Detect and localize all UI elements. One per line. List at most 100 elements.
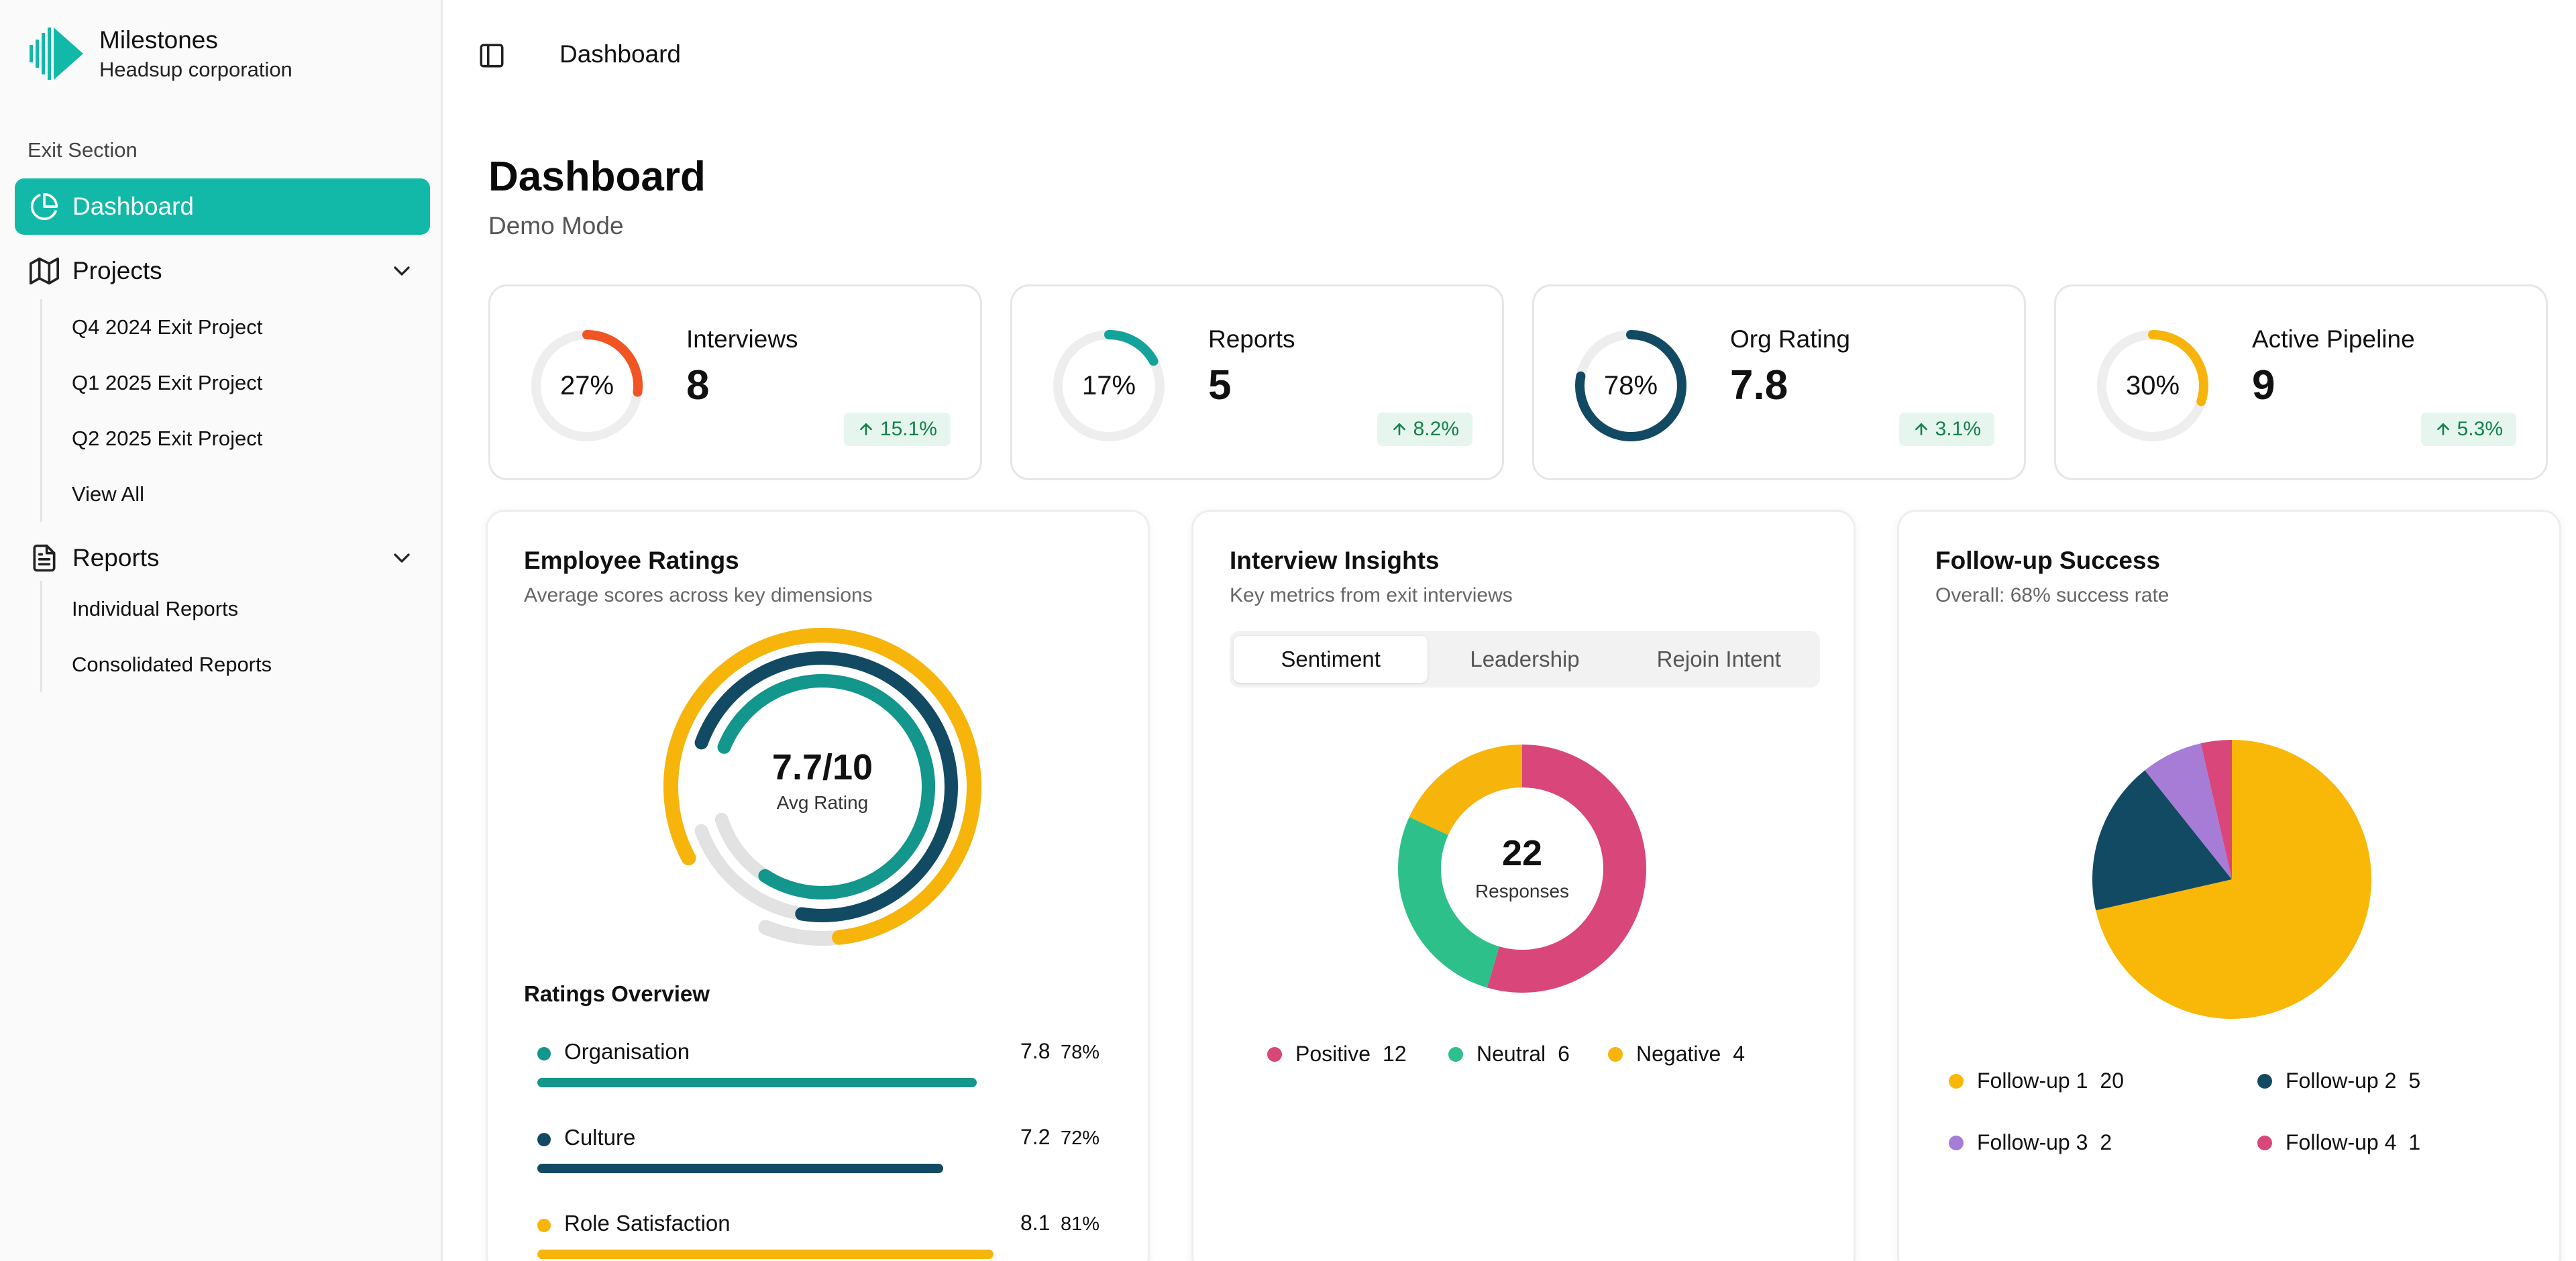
avg-rating-label: Avg Rating	[776, 792, 869, 813]
followup-pie-chart	[2092, 740, 2371, 1019]
legend-label: Positive	[1295, 1042, 1371, 1066]
sidebar-item-reports[interactable]: Reports	[15, 530, 430, 586]
legend-value: 20	[2100, 1068, 2124, 1093]
card-subtitle: Average scores across key dimensions	[524, 584, 873, 606]
ratings-overview-title: Ratings Overview	[524, 981, 710, 1006]
stat-card[interactable]: 30% Active Pipeline 9 5.3%	[2054, 284, 2548, 480]
sidebar-item-label: Projects	[72, 257, 162, 284]
trend-value: 5.3%	[2457, 418, 2503, 440]
rating-percent: 78%	[1061, 1042, 1100, 1063]
sidebar-toggle-icon[interactable]	[478, 42, 506, 70]
progress-ring: 27%	[528, 327, 646, 445]
card-title: Employee Ratings	[524, 547, 739, 574]
rating-name: Culture	[564, 1125, 636, 1150]
rating-row: Organisation 7.8 78%	[524, 1028, 1128, 1102]
legend-value: 1	[2408, 1130, 2421, 1154]
rating-value: 7.2	[1020, 1125, 1051, 1149]
chevron-down-icon[interactable]	[388, 258, 415, 284]
donut-slice-negative	[1409, 745, 1523, 836]
legend-label: Neutral	[1477, 1042, 1546, 1066]
rating-color-dot	[537, 1133, 551, 1146]
stat-value: 5	[1208, 362, 1232, 408]
responses-count: 22	[1501, 833, 1543, 873]
trend-badge: 15.1%	[843, 413, 951, 446]
legend-dot	[1949, 1135, 1964, 1150]
chevron-down-icon[interactable]	[388, 545, 415, 571]
rating-value: 7.8	[1020, 1039, 1051, 1063]
legend-item: Follow-up 3 2	[1949, 1130, 2112, 1155]
tab-sentiment[interactable]: Sentiment	[1234, 636, 1428, 683]
legend-value: 5	[2408, 1068, 2421, 1093]
trend-value: 8.2%	[1413, 418, 1459, 440]
brand-name: Milestones	[99, 26, 218, 54]
legend-item: Neutral 6	[1448, 1042, 1570, 1066]
sidebar-subitem-q2-2025[interactable]: Q2 2025 Exit Project	[72, 426, 263, 450]
rating-color-dot	[537, 1047, 551, 1060]
pie-slice-followup-2	[2092, 770, 2232, 911]
card-subtitle: Overall: 68% success rate	[1935, 584, 2169, 606]
legend-dot	[1448, 1046, 1463, 1062]
stat-percent: 78%	[1603, 370, 1658, 400]
sentiment-donut-chart	[1398, 745, 1646, 993]
interview-insights-card: Interview Insights Key metrics from exit…	[1191, 510, 1856, 1261]
legend-value: 4	[1733, 1042, 1746, 1066]
sidebar-subitem-individual-reports[interactable]: Individual Reports	[72, 596, 239, 620]
rating-name: Organisation	[564, 1039, 690, 1064]
legend-label: Follow-up 1	[1977, 1068, 2088, 1093]
stat-card[interactable]: 17% Reports 5 8.2%	[1010, 284, 1504, 480]
donut-slice-neutral	[1398, 817, 1500, 988]
progress-ring-graphic	[2097, 330, 2208, 441]
progress-ring-fill	[582, 330, 643, 397]
rating-color-dot	[537, 1219, 551, 1232]
legend-item: Negative 4	[1608, 1042, 1745, 1066]
trend-value: 15.1%	[879, 418, 937, 440]
arrow-up-icon	[2436, 423, 2449, 435]
stat-label: Active Pipeline	[2252, 325, 2415, 353]
progress-ring: 17%	[1050, 327, 1168, 445]
card-title: Interview Insights	[1230, 547, 1440, 574]
progress-ring-fill	[2148, 330, 2208, 406]
pie-slice-followup-4	[2200, 740, 2232, 879]
arrow-up-icon	[860, 423, 872, 435]
responses-label: Responses	[1474, 881, 1570, 901]
legend-label: Follow-up 4	[2286, 1130, 2397, 1154]
pie-chart-icon	[30, 193, 58, 221]
breadcrumb: Dashboard	[559, 40, 682, 68]
rating-bar	[537, 1078, 977, 1087]
trend-badge: 8.2%	[1377, 413, 1472, 446]
reports-subnav: Individual Reports Consolidated Reports	[40, 581, 272, 692]
page-subtitle: Demo Mode	[488, 212, 624, 239]
sidebar-item-dashboard[interactable]: Dashboard	[15, 178, 430, 235]
ratings-radial-chart	[663, 628, 981, 946]
legend-item: Follow-up 1 20	[1949, 1068, 2124, 1093]
sidebar: Milestones Headsup corporation Exit Sect…	[0, 0, 443, 1261]
stat-label: Reports	[1208, 325, 1295, 353]
sidebar-subitem-consolidated-reports[interactable]: Consolidated Reports	[72, 652, 272, 676]
rating-ring-arc	[663, 628, 981, 945]
legend-dot	[2257, 1073, 2272, 1089]
stat-card[interactable]: 78% Org Rating 7.8 3.1%	[1532, 284, 2026, 480]
progress-ring-fill	[1104, 330, 1159, 366]
progress-ring-graphic	[531, 330, 643, 441]
brand[interactable]: Milestones Headsup corporation	[27, 24, 292, 83]
progress-ring: 30%	[2094, 327, 2212, 445]
sidebar-item-projects[interactable]: Projects	[15, 243, 430, 299]
progress-ring: 78%	[1572, 327, 1690, 445]
section-label: Exit Section	[28, 138, 138, 162]
stat-label: Interviews	[686, 325, 798, 353]
rating-value: 8.1	[1020, 1211, 1051, 1235]
legend-value: 6	[1558, 1042, 1570, 1066]
stat-card[interactable]: 27% Interviews 8 15.1%	[488, 284, 982, 480]
rating-bar	[537, 1164, 943, 1173]
tab-leadership[interactable]: Leadership	[1470, 647, 1580, 671]
stat-value: 8	[686, 362, 710, 408]
stat-label: Org Rating	[1730, 325, 1850, 353]
sidebar-subitem-q1-2025[interactable]: Q1 2025 Exit Project	[72, 370, 263, 394]
sidebar-subitem-q4-2024[interactable]: Q4 2024 Exit Project	[72, 315, 263, 339]
legend-item: Follow-up 4 1	[2257, 1130, 2420, 1155]
sidebar-subitem-view-all[interactable]: View All	[72, 482, 144, 506]
card-subtitle: Key metrics from exit interviews	[1230, 584, 1513, 606]
legend-label: Follow-up 2	[2286, 1068, 2397, 1093]
arrow-up-icon	[1393, 423, 1405, 435]
tab-rejoin-intent[interactable]: Rejoin Intent	[1656, 647, 1781, 671]
